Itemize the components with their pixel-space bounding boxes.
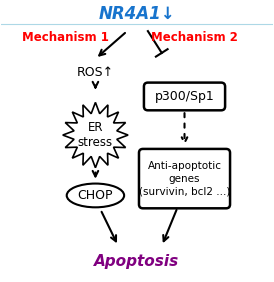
Text: NR4A1↓: NR4A1↓ — [99, 5, 175, 23]
Text: Anti-apoptotic
genes
(survivin, bcl2 ...): Anti-apoptotic genes (survivin, bcl2 ...… — [139, 161, 230, 196]
Text: Mechanism 1: Mechanism 1 — [22, 30, 109, 43]
FancyBboxPatch shape — [144, 83, 225, 110]
Text: CHOP: CHOP — [78, 189, 113, 202]
Text: ER
stress: ER stress — [78, 121, 113, 149]
Polygon shape — [63, 102, 128, 168]
Text: Mechanism 2: Mechanism 2 — [151, 30, 238, 43]
Text: ROS↑: ROS↑ — [77, 66, 114, 79]
Ellipse shape — [67, 184, 124, 207]
FancyBboxPatch shape — [139, 149, 230, 208]
Text: p300/Sp1: p300/Sp1 — [155, 90, 214, 103]
Text: Apoptosis: Apoptosis — [94, 254, 180, 269]
